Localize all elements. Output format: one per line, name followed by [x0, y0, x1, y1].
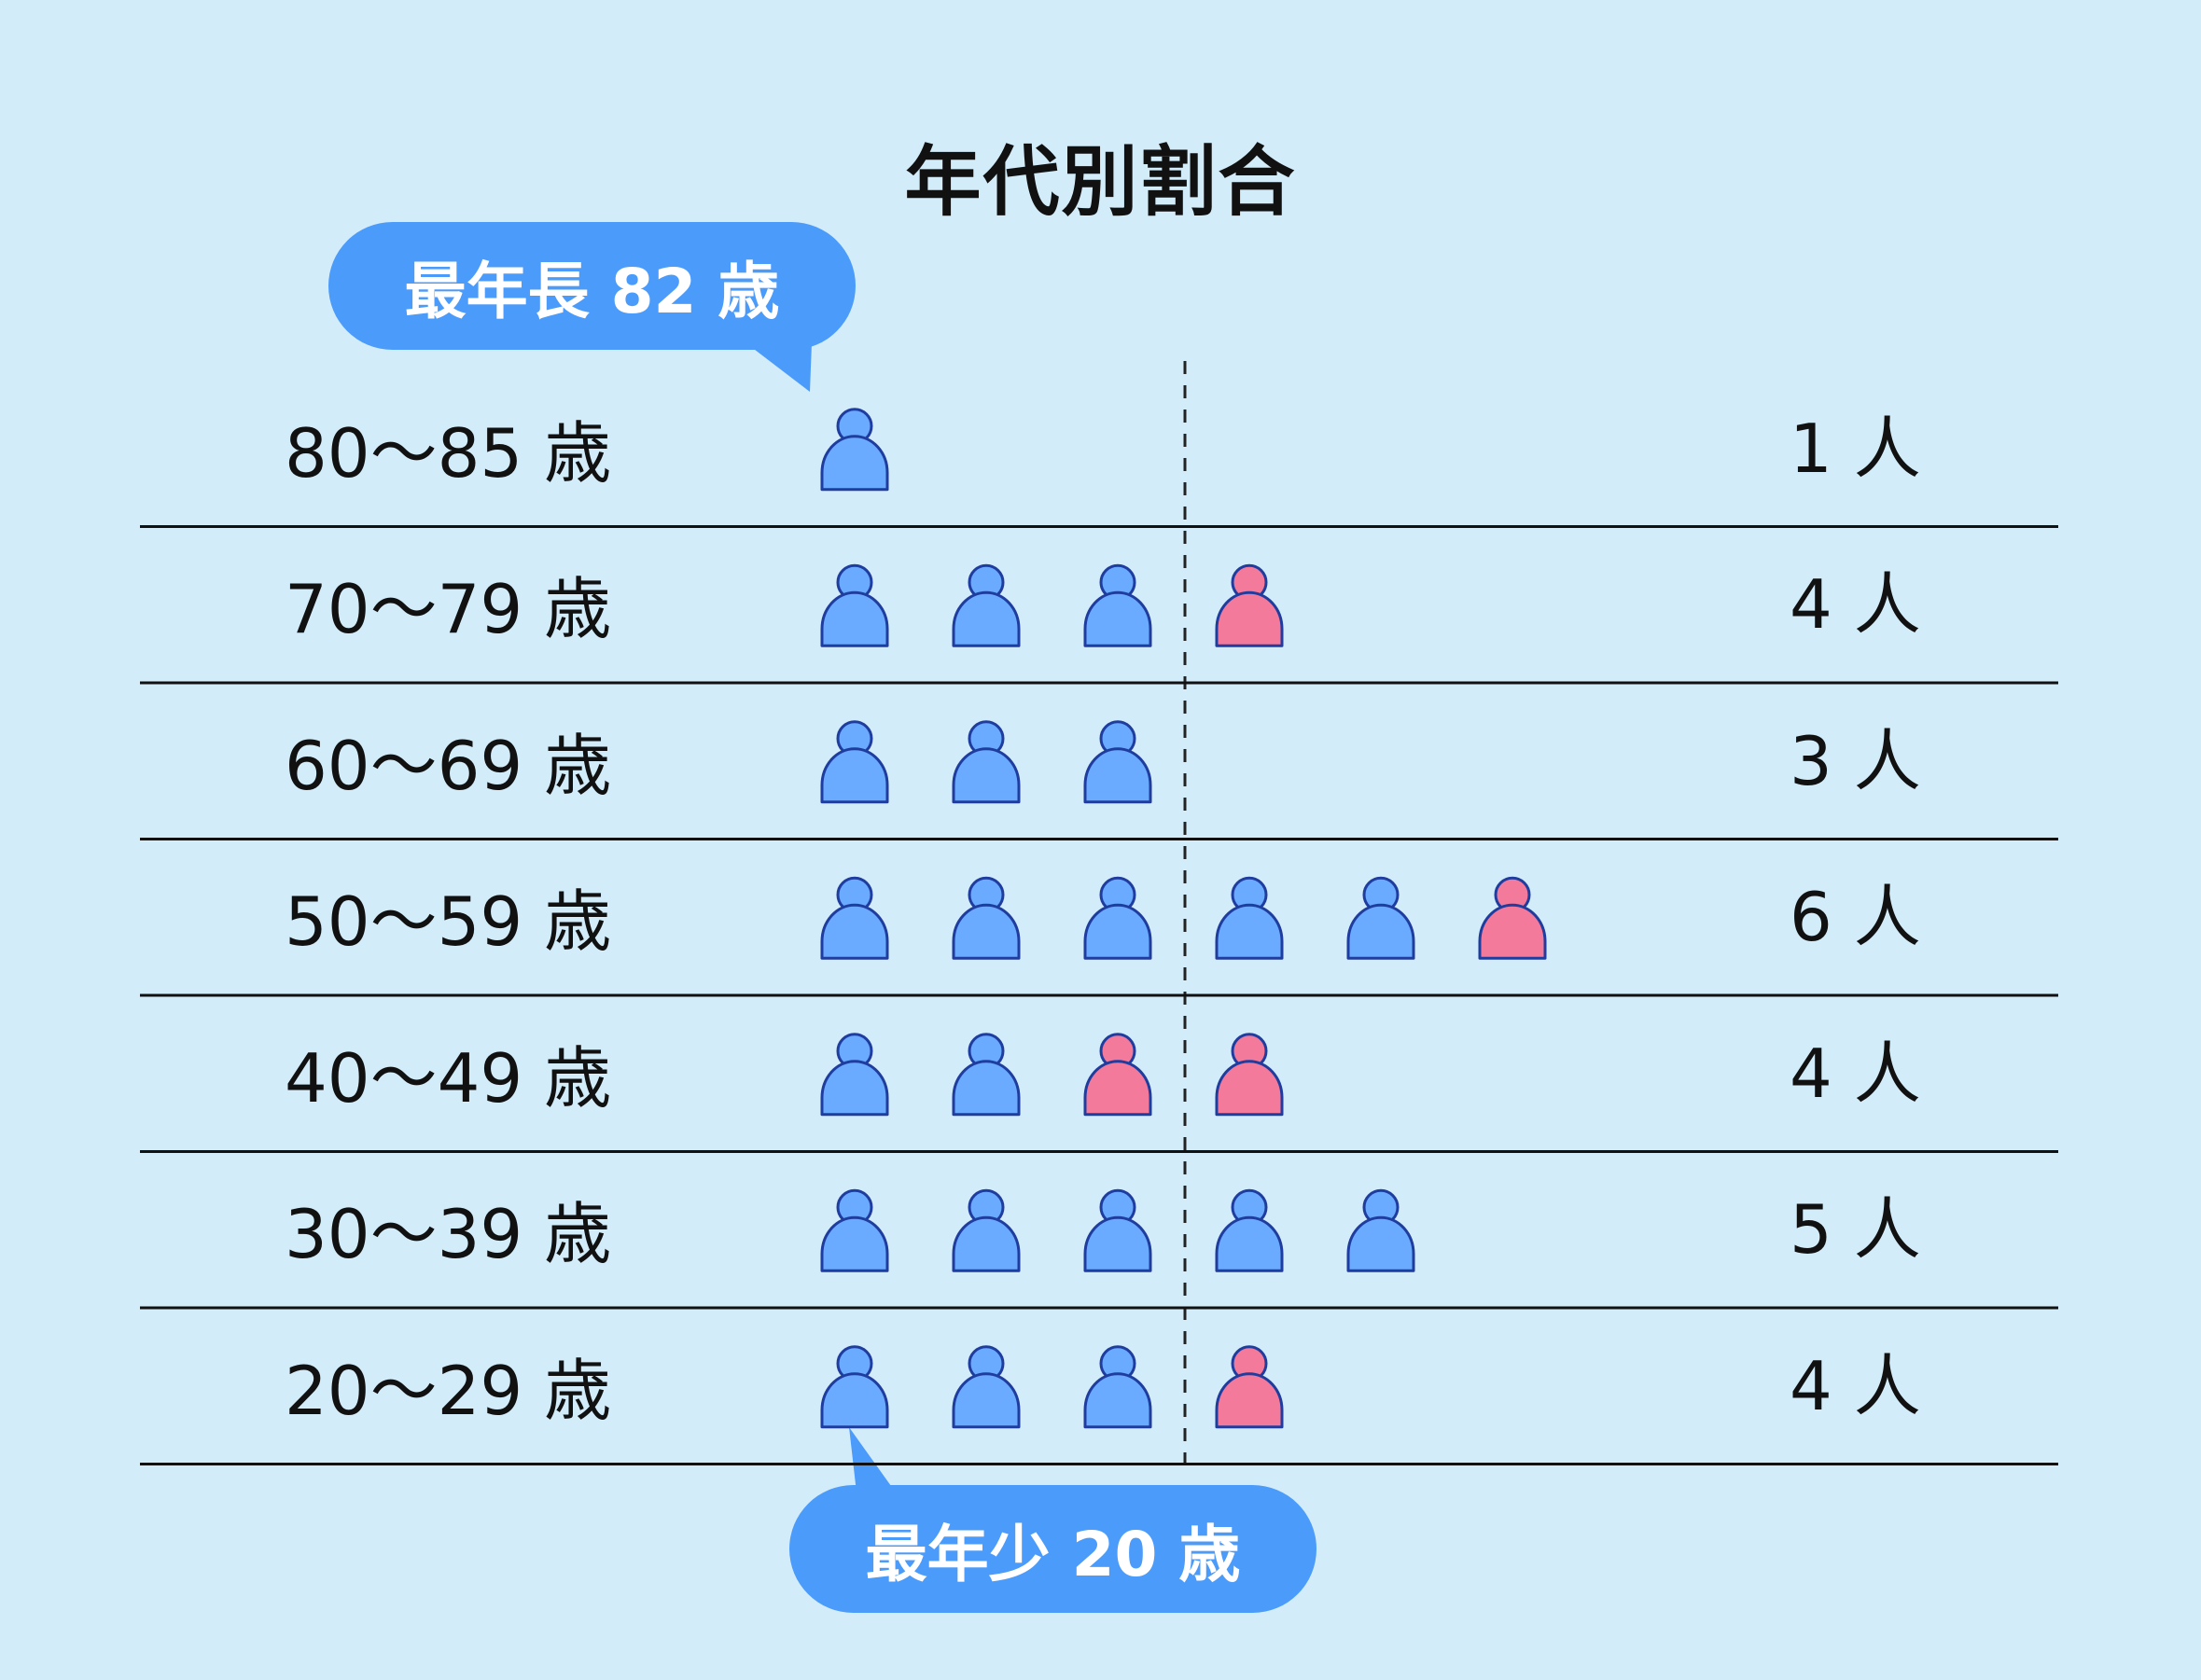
row-count-label: 6 人	[1790, 878, 1921, 957]
female-person-icon	[1083, 1033, 1152, 1117]
youngest-callout: 最年少 20 歳	[789, 1485, 1316, 1613]
row-count-label: 5 人	[1790, 1190, 1921, 1270]
age-range-label: 20〜29 歳	[285, 1351, 612, 1430]
female-person-icon	[1215, 563, 1284, 647]
youngest-callout-text: 最年少 20 歳	[865, 1518, 1241, 1590]
chart-title: 年代別割合	[904, 138, 1297, 227]
male-person-icon	[952, 1188, 1021, 1272]
male-person-icon	[1083, 1188, 1152, 1272]
male-person-icon	[820, 1188, 889, 1272]
male-person-icon	[1083, 1345, 1152, 1429]
female-person-icon	[1478, 876, 1547, 960]
female-person-icon	[1215, 1033, 1284, 1117]
male-person-icon	[820, 1345, 889, 1429]
male-person-icon	[820, 563, 889, 647]
age-range-label: 40〜49 歳	[285, 1038, 612, 1118]
male-person-icon	[952, 563, 1021, 647]
row-count-label: 4 人	[1790, 1346, 1921, 1425]
male-person-icon	[1215, 1188, 1284, 1272]
male-person-icon	[952, 1345, 1021, 1429]
male-person-icon	[1083, 876, 1152, 960]
male-person-icon	[1346, 1188, 1415, 1272]
row-count-label: 3 人	[1790, 721, 1921, 800]
male-person-icon	[1083, 563, 1152, 647]
youngest-callout-tail	[849, 1427, 896, 1493]
male-person-icon	[1083, 720, 1152, 804]
age-range-label: 60〜69 歳	[285, 726, 612, 805]
age-range-label: 70〜79 歳	[285, 570, 612, 649]
row-count-label: 4 人	[1790, 565, 1921, 645]
oldest-callout-tail	[746, 343, 812, 392]
male-person-icon	[1346, 876, 1415, 960]
row-count-label: 4 人	[1790, 1034, 1921, 1113]
female-person-icon	[1215, 1345, 1284, 1429]
male-person-icon	[952, 1033, 1021, 1117]
male-person-icon	[820, 408, 889, 492]
age-range-label: 50〜59 歳	[285, 882, 612, 962]
male-person-icon	[952, 876, 1021, 960]
oldest-callout: 最年長 82 歳	[328, 222, 856, 350]
male-person-icon	[952, 720, 1021, 804]
male-person-icon	[1215, 876, 1284, 960]
male-person-icon	[820, 1033, 889, 1117]
male-person-icon	[820, 720, 889, 804]
age-range-label: 30〜39 歳	[285, 1195, 612, 1274]
row-count-label: 1 人	[1790, 409, 1921, 488]
oldest-callout-text: 最年長 82 歳	[404, 255, 780, 327]
age-range-label: 80〜85 歳	[285, 413, 612, 493]
male-person-icon	[820, 876, 889, 960]
